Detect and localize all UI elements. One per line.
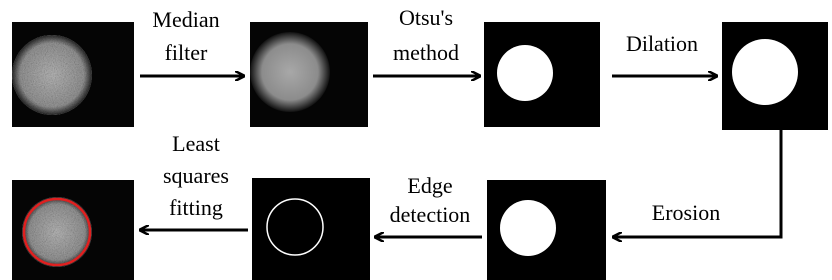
binary-image bbox=[484, 22, 600, 127]
pipeline-diagram: Median filter Otsu's method Dilation Ero… bbox=[0, 0, 832, 280]
page: Median filter Otsu's method Dilation Ero… bbox=[0, 0, 832, 280]
step-label: filter bbox=[165, 40, 208, 65]
step-label: Erosion bbox=[652, 200, 720, 225]
step-label: method bbox=[393, 40, 459, 65]
edge-image bbox=[252, 178, 370, 280]
step-label: squares bbox=[163, 163, 229, 188]
step-label: Least bbox=[172, 131, 220, 156]
step-label: Edge bbox=[407, 173, 452, 198]
fitted-image bbox=[12, 180, 134, 280]
raw-image bbox=[12, 22, 134, 127]
dilated-image bbox=[722, 22, 828, 130]
step-label: Dilation bbox=[626, 31, 698, 56]
step-label: detection bbox=[390, 202, 471, 227]
step-label: fitting bbox=[169, 195, 223, 220]
step-label: Otsu's bbox=[399, 5, 453, 30]
filtered-image bbox=[250, 22, 368, 127]
eroded-image bbox=[487, 180, 606, 280]
step-label: Median bbox=[152, 7, 219, 32]
